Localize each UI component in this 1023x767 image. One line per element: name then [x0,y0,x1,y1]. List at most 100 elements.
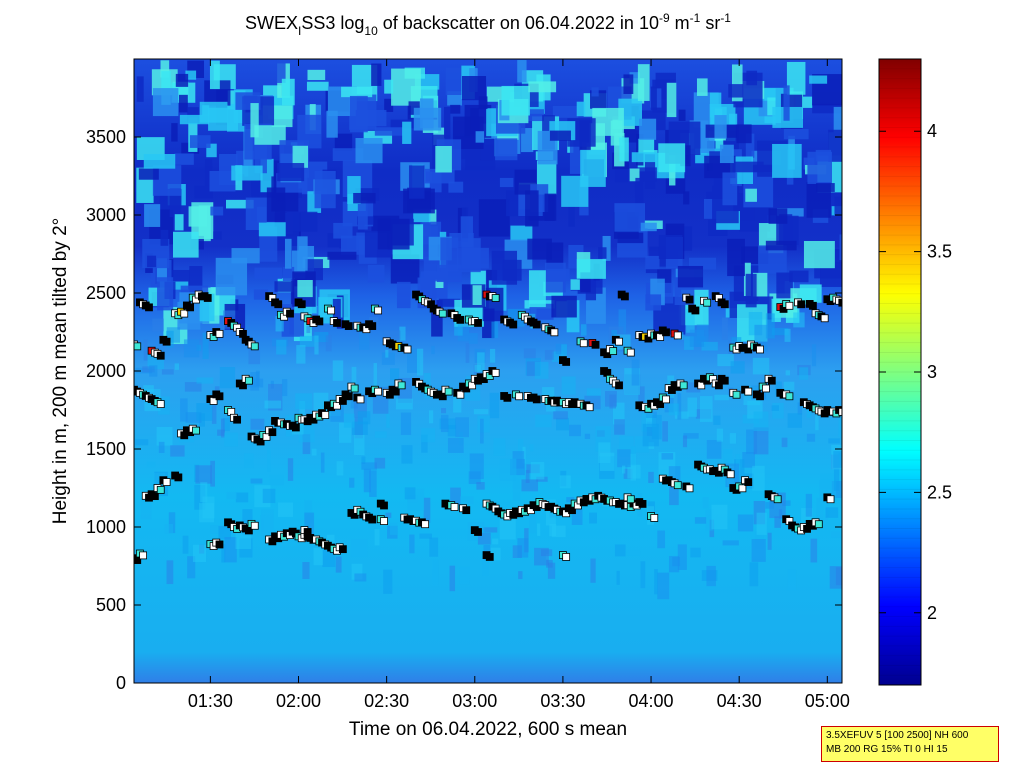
layer-marker [615,337,623,346]
layer-marker [250,342,259,351]
texture-patch [629,72,641,84]
layer-marker [650,514,659,522]
texture-patch [287,458,294,481]
texture-patch [373,363,378,387]
texture-patch [171,123,178,142]
texture-patch [276,339,287,355]
texture-patch [460,496,474,505]
texture-patch [783,85,790,121]
texture-patch [214,386,220,394]
texture-patch [654,569,658,595]
texture-patch [621,465,626,474]
texture-patch [580,324,587,336]
layer-marker [134,342,142,351]
texture-patch [143,385,154,393]
texture-patch [416,348,424,376]
texture-patch [215,257,248,296]
colorbar-tick-label: 2.5 [927,482,952,502]
texture-patch [178,94,188,113]
layer-marker [156,400,165,408]
texture-patch [231,165,263,181]
texture-patch [734,459,745,483]
texture-patch [742,452,755,468]
texture-patch [361,462,377,470]
texture-patch [428,209,437,225]
texture-patch [631,446,636,466]
texture-patch [556,417,569,431]
layer-marker [368,322,377,330]
texture-patch [202,332,209,359]
texture-patch [468,471,481,485]
texture-patch [711,504,728,530]
texture-patch [783,381,795,391]
texture-patch [765,502,775,509]
texture-patch [793,312,805,328]
texture-patch [343,413,355,428]
layer-marker [344,322,353,330]
texture-patch [771,405,779,411]
colorbar-tick-label: 3.5 [927,242,952,262]
texture-patch [771,328,789,336]
texture-patch [689,329,705,347]
texture-patch [224,432,238,447]
texture-patch [286,211,318,232]
texture-patch [492,538,499,545]
layer-marker [809,301,817,310]
layer-marker [250,521,259,530]
texture-patch [299,335,315,347]
texture-patch [336,461,344,476]
texture-patch [333,222,353,239]
texture-patch [242,509,253,536]
texture-patch [706,565,716,587]
texture-patch [157,277,174,311]
layer-marker [726,470,735,479]
layer-marker [297,300,306,309]
texture-patch [499,177,514,188]
texture-patch [374,431,387,438]
texture-patch [187,556,196,579]
texture-patch [668,403,679,416]
texture-patch [302,562,310,579]
texture-patch [591,87,599,97]
texture-patch [448,181,464,193]
texture-patch [719,144,734,164]
layer-marker [720,376,729,385]
texture-patch [160,229,169,246]
texture-patch [161,369,174,375]
layer-marker [550,328,559,337]
texture-patch [535,414,552,428]
texture-patch [445,67,465,95]
texture-patch [618,98,642,126]
texture-patch [444,106,451,138]
texture-patch [282,266,295,282]
colorbar-bands [879,68,921,676]
texture-patch [640,561,646,589]
texture-patch [390,368,400,380]
texture-patch [512,474,521,501]
texture-patch [669,483,679,506]
texture-patch [351,563,363,580]
texture-patch [614,133,625,167]
texture-patch [767,97,776,116]
texture-patch [616,570,620,585]
texture-patch [584,433,591,440]
texture-patch [156,426,173,446]
texture-patch [349,477,355,488]
texture-patch [235,492,249,503]
layer-marker [703,298,712,307]
texture-patch [258,222,286,237]
texture-patch [838,415,842,437]
texture-patch [674,411,689,419]
colorbar-tick-label: 3 [927,362,937,382]
layer-marker [485,553,494,561]
heatmap-texture [134,59,842,600]
texture-patch [185,412,202,423]
layer-marker [562,358,571,366]
texture-patch [721,317,728,340]
layer-marker [344,392,353,401]
texture-patch [135,439,149,446]
layer-marker [315,317,324,326]
texture-patch [185,70,197,80]
texture-patch [544,193,557,221]
texture-patch [341,86,373,98]
